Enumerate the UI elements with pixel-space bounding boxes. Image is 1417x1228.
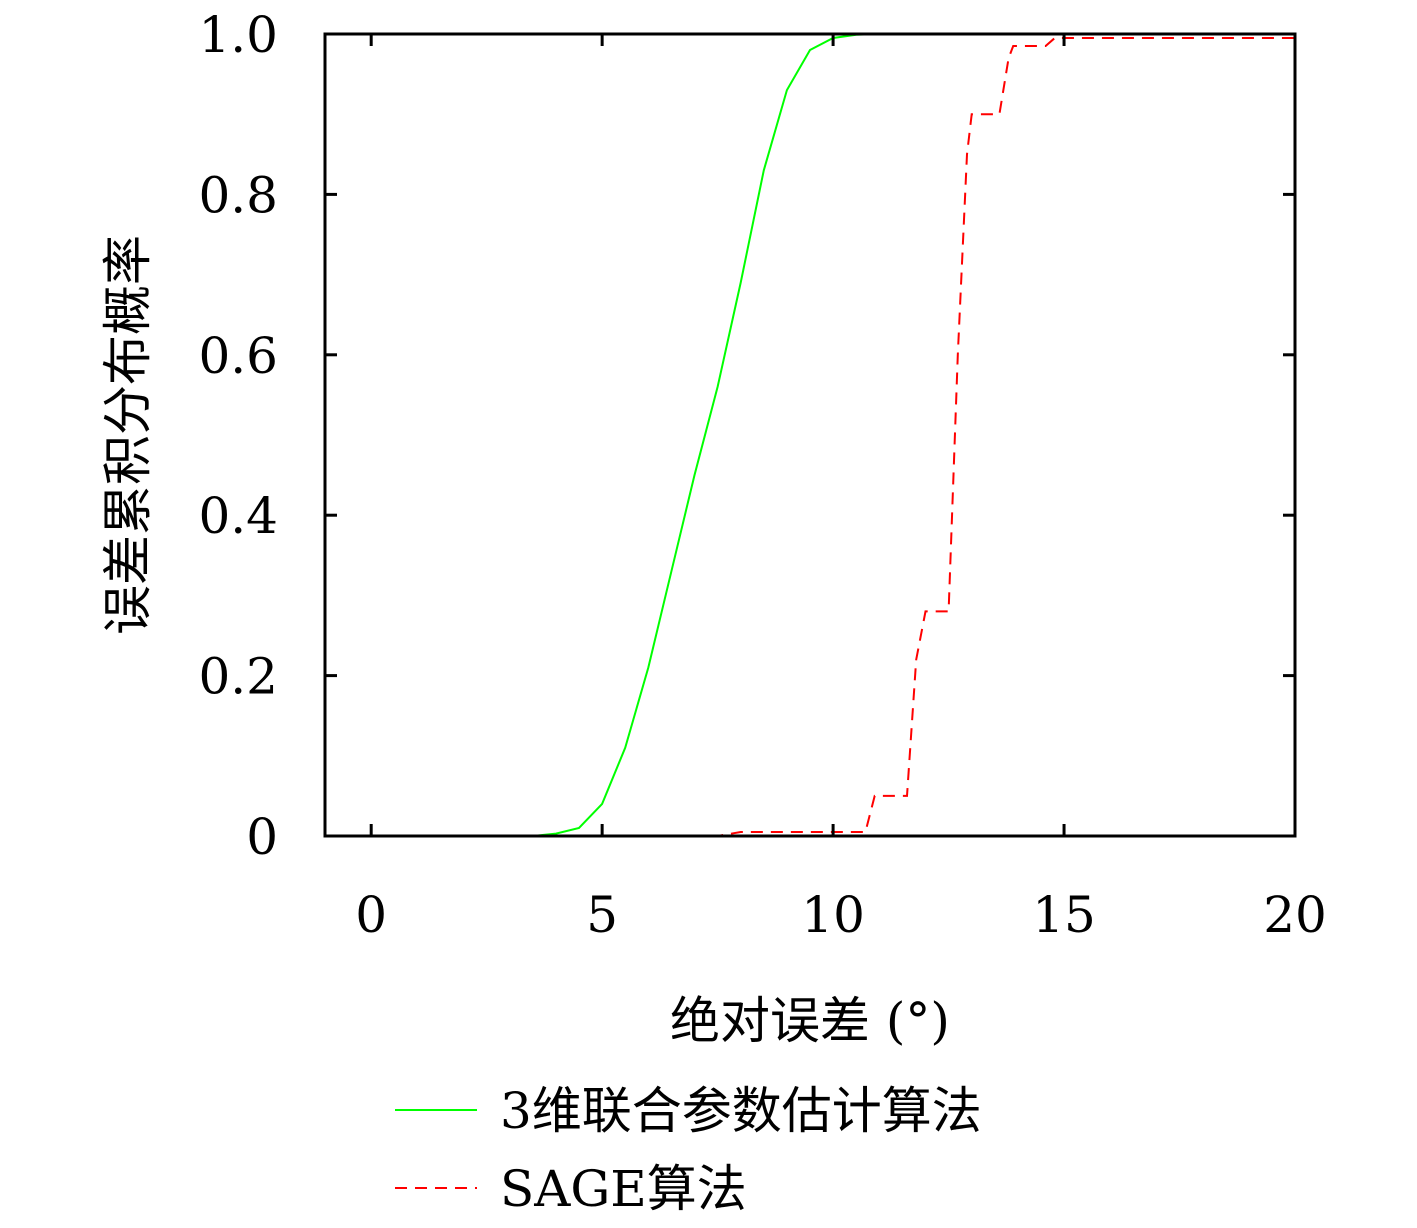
series-line-1 xyxy=(371,37,1295,837)
x-tick-label: 5 xyxy=(586,886,618,944)
plot-frame xyxy=(323,32,1297,838)
y-axis-label: 误差累积分布概率 xyxy=(99,235,157,635)
y-tick-label: 0.2 xyxy=(198,648,278,706)
x-tick-label: 20 xyxy=(1263,886,1327,944)
y-tick-label: 0 xyxy=(246,808,278,866)
y-tick-label: 1.0 xyxy=(198,6,278,64)
x-tick-label: 15 xyxy=(1032,886,1096,944)
axis-ticks: 0 5 10 15 20 0 0.2 0.4 0.6 0.8 1.0 xyxy=(198,6,1326,944)
y-tick-label: 0.6 xyxy=(198,327,278,385)
x-tick-label: 10 xyxy=(801,886,865,944)
x-tick-label: 0 xyxy=(355,886,387,944)
y-tick-label: 0.8 xyxy=(198,166,278,224)
x-axis-label: 绝对误差 (°) xyxy=(670,992,950,1050)
plot-area xyxy=(371,33,1295,837)
series-line-0 xyxy=(371,33,880,837)
legend-label-1: SAGE算法 xyxy=(500,1160,747,1218)
legend-label-0: 3维联合参数估计算法 xyxy=(500,1082,982,1140)
legend: 3维联合参数估计算法 SAGE算法 xyxy=(395,1082,982,1218)
y-tick-label: 0.4 xyxy=(198,487,278,545)
